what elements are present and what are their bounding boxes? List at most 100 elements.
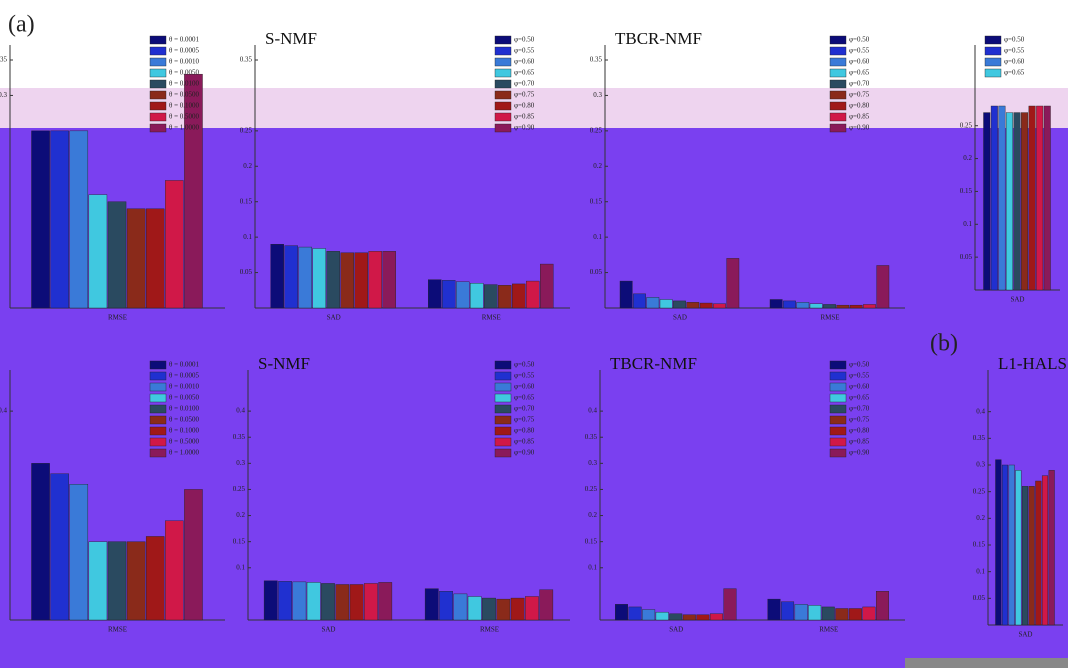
legend-swatch bbox=[494, 101, 512, 111]
legend-label: θ = 0.0005 bbox=[169, 47, 200, 55]
panel-label: (b) bbox=[930, 331, 958, 357]
bar bbox=[673, 300, 686, 309]
legend-label: θ = 0.0001 bbox=[169, 36, 200, 44]
legend-label: φ=0.60 bbox=[849, 58, 870, 66]
pink-band bbox=[0, 88, 1068, 128]
legend-label: φ=0.90 bbox=[514, 124, 535, 132]
x-group-label: RMSE bbox=[819, 626, 838, 634]
legend-label: φ=0.55 bbox=[1004, 47, 1025, 55]
bar bbox=[876, 265, 890, 309]
legend-label: φ=0.50 bbox=[514, 36, 535, 44]
bar bbox=[378, 582, 393, 621]
legend-label: θ = 0.0100 bbox=[169, 405, 200, 413]
legend-label: φ=0.55 bbox=[849, 372, 870, 380]
bar bbox=[50, 130, 69, 309]
legend-swatch bbox=[829, 123, 847, 133]
legend-swatch bbox=[149, 101, 167, 111]
bar bbox=[998, 105, 1006, 291]
legend-label: φ=0.55 bbox=[849, 47, 870, 55]
legend-label: φ=0.75 bbox=[514, 91, 535, 99]
legend-label: φ=0.80 bbox=[514, 427, 535, 435]
bar bbox=[428, 279, 442, 309]
bar bbox=[88, 541, 108, 621]
legend-label: φ=0.50 bbox=[849, 36, 870, 44]
legend-swatch bbox=[829, 46, 847, 56]
y-tick-label: 0.35 bbox=[585, 433, 598, 441]
bar bbox=[642, 609, 656, 621]
x-group-label: SAD bbox=[1010, 296, 1024, 304]
bar bbox=[990, 105, 998, 291]
legend-label: φ=0.80 bbox=[849, 427, 870, 435]
y-tick-label: 0.1 bbox=[243, 233, 252, 241]
legend-swatch bbox=[149, 360, 167, 370]
y-tick-label: 0.15 bbox=[973, 541, 986, 549]
bar bbox=[31, 463, 50, 621]
legend-label: φ=0.80 bbox=[514, 102, 535, 110]
legend-label: φ=0.85 bbox=[849, 113, 870, 121]
y-tick-label: 0.2 bbox=[243, 162, 252, 170]
legend-swatch bbox=[149, 393, 167, 403]
y-tick-label: 0.15 bbox=[960, 187, 973, 195]
legend-label: θ = 1.0000 bbox=[169, 449, 200, 457]
legend-label: θ = 0.0500 bbox=[169, 91, 200, 99]
bar bbox=[263, 580, 278, 621]
bar bbox=[31, 130, 50, 309]
bar bbox=[794, 604, 808, 621]
y-tick-label: 0.15 bbox=[585, 537, 598, 545]
legend-swatch bbox=[494, 415, 512, 425]
legend-swatch bbox=[829, 426, 847, 436]
y-tick-label: 0.15 bbox=[590, 197, 603, 205]
legend-label: φ=0.65 bbox=[1004, 69, 1025, 77]
bar bbox=[382, 251, 396, 309]
panel-title: L1-HALS bbox=[998, 354, 1067, 373]
bar bbox=[354, 252, 368, 309]
x-group-label: RMSE bbox=[108, 626, 127, 634]
legend-swatch bbox=[149, 415, 167, 425]
bar bbox=[335, 584, 350, 621]
legend-swatch bbox=[829, 68, 847, 78]
bar bbox=[512, 283, 526, 309]
bar bbox=[69, 130, 89, 309]
y-tick-label: 0.05 bbox=[590, 268, 603, 276]
y-tick-label: 0.1 bbox=[236, 563, 245, 571]
bar bbox=[1043, 105, 1051, 291]
bar bbox=[1021, 112, 1029, 291]
bar bbox=[278, 581, 292, 621]
legend-label: θ = 0.0005 bbox=[169, 372, 200, 380]
legend-label: θ = 0.0050 bbox=[169, 394, 200, 402]
bar bbox=[312, 248, 326, 309]
legend-swatch bbox=[829, 35, 847, 45]
legend-label: φ=0.55 bbox=[514, 372, 535, 380]
y-tick-label: 0.35 bbox=[973, 434, 986, 442]
bar bbox=[107, 541, 127, 621]
bar bbox=[863, 304, 876, 309]
legend-swatch bbox=[829, 404, 847, 414]
legend-label: θ = 0.5000 bbox=[169, 113, 200, 121]
legend-label: φ=0.75 bbox=[849, 91, 870, 99]
bar bbox=[1028, 486, 1035, 626]
bar bbox=[767, 598, 781, 621]
x-group-label: RMSE bbox=[820, 314, 839, 322]
bar bbox=[849, 304, 863, 309]
legend-swatch bbox=[829, 415, 847, 425]
bar bbox=[368, 251, 382, 309]
legend-swatch bbox=[149, 46, 167, 56]
legend-label: φ=0.50 bbox=[1004, 36, 1025, 44]
bottom-bar bbox=[905, 658, 1068, 668]
bar bbox=[165, 520, 184, 621]
bar bbox=[659, 299, 673, 309]
legend-swatch bbox=[149, 79, 167, 89]
bar bbox=[306, 582, 321, 621]
y-tick-label: 0.4 bbox=[236, 407, 245, 415]
legend-label: φ=0.90 bbox=[849, 449, 870, 457]
legend-label: θ = 0.0500 bbox=[169, 416, 200, 424]
bar bbox=[619, 280, 633, 309]
legend-swatch bbox=[149, 112, 167, 122]
legend-label: θ = 0.1000 bbox=[169, 427, 200, 435]
legend-label: θ = 0.5000 bbox=[169, 438, 200, 446]
y-tick-label: 0.25 bbox=[585, 485, 598, 493]
bar bbox=[781, 601, 795, 621]
x-group-label: SAD bbox=[1018, 631, 1032, 639]
legend-label: φ=0.60 bbox=[849, 383, 870, 391]
legend-swatch bbox=[494, 35, 512, 45]
